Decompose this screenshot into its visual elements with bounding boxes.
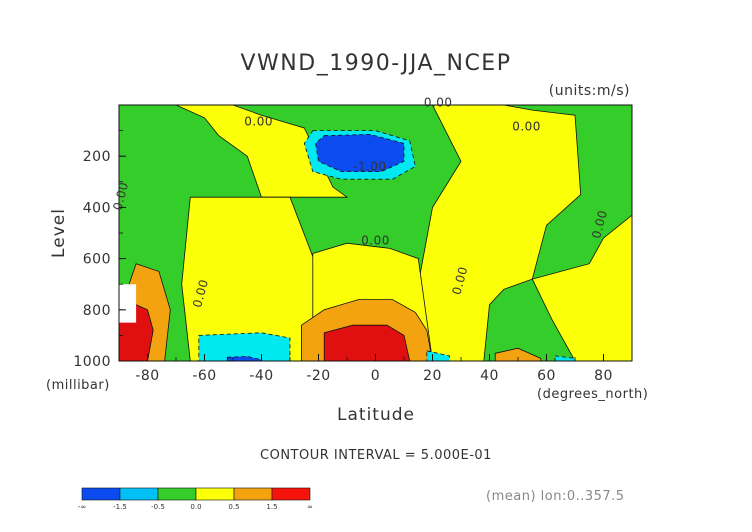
y-unit-label: (millibar) (46, 378, 110, 393)
contour-label-2: 0.00 (424, 95, 453, 109)
y-tick-label-3: 600 (83, 252, 111, 268)
contour-region-positive-low-4 (531, 214, 632, 361)
x-tick-label-2: -60 (192, 368, 216, 384)
x-tick-label-5: 0 (371, 368, 380, 384)
x-tick-label-8: 60 (537, 368, 556, 384)
x-tick-label-4: -20 (306, 368, 330, 384)
contour-label-4: -1.00 (353, 159, 387, 173)
contour-fills (119, 105, 632, 361)
colorbar-tick-label-1: -∞ (78, 503, 86, 511)
colorbar-tick-label-6: 1.5 (266, 503, 277, 511)
units-label: (units:m/s) (549, 83, 630, 99)
colorbar-swatch-4 (195, 487, 235, 501)
footnote: (mean) lon:0..357.5 (486, 489, 625, 504)
contour-label-1: 0.00 (244, 114, 273, 128)
x-tick-label-3: -40 (249, 368, 273, 384)
contour-label-6: 0.00 (361, 234, 390, 248)
contour-region-positive-low-2 (181, 196, 319, 361)
x-tick-label-9: 80 (594, 368, 613, 384)
colorbar-tick-label-7: ∞ (307, 503, 313, 511)
chart-title: VWND_1990-JJA_NCEP (241, 51, 512, 76)
x-axis: -80 -60 -40 -20 0 20 40 60 80 (118, 354, 633, 384)
colorbar-tick-label-2: -1.5 (113, 503, 127, 511)
x-tick-label-1: -80 (135, 368, 159, 384)
y-axis-label: Level (49, 208, 69, 258)
colorbar-tick-label-5: 0.5 (228, 503, 239, 511)
contour-region-positive-low-1 (175, 105, 349, 198)
y-tick-label-5: 1000 (73, 354, 111, 370)
contour-region-negative-mid-2 (198, 332, 291, 361)
colorbar-swatch-5 (233, 487, 273, 501)
y-tick-label-4: 800 (83, 303, 111, 319)
colorbar-tick-label-3: -0.5 (151, 503, 165, 511)
y-tick-label-2: 400 (83, 200, 111, 216)
x-tick-label-6: 20 (423, 368, 442, 384)
contour-labels: 0.000.000.00-1.000.000.000.000.000.00 (110, 95, 610, 309)
contour-region-positive-low-3 (403, 105, 582, 361)
plot-area: 0.000.000.00-1.000.000.000.000.000.00 (110, 95, 633, 362)
contour-region-negative-mid-4 (554, 355, 576, 361)
x-unit-label: (degrees_north) (537, 387, 648, 402)
x-axis-label: Latitude (337, 405, 415, 425)
y-tick-label-1: 200 (83, 149, 111, 165)
contour-region-negative-high-1 (315, 133, 405, 173)
colorbar-swatch-2 (119, 487, 159, 501)
contour-interval-text: CONTOUR INTERVAL = 5.000E-01 (260, 448, 492, 463)
colorbar-swatch-1 (81, 487, 121, 501)
colorbar-swatch-6 (271, 487, 311, 501)
colorbar-swatch-3 (157, 487, 197, 501)
contour-region-positive-mid-3 (494, 347, 542, 361)
y-axis: 200 400 600 800 1000 (73, 130, 126, 370)
contour-region-positive-high-2 (323, 324, 411, 361)
contour-label-3: 0.00 (512, 120, 541, 134)
colorbar-tick-label-4: 0.0 (190, 503, 201, 511)
contour-region-white-1 (119, 284, 137, 323)
colorbar: -∞ -1.5 -0.5 0.0 0.5 1.5 ∞ (78, 487, 313, 511)
x-tick-label-7: 40 (480, 368, 499, 384)
